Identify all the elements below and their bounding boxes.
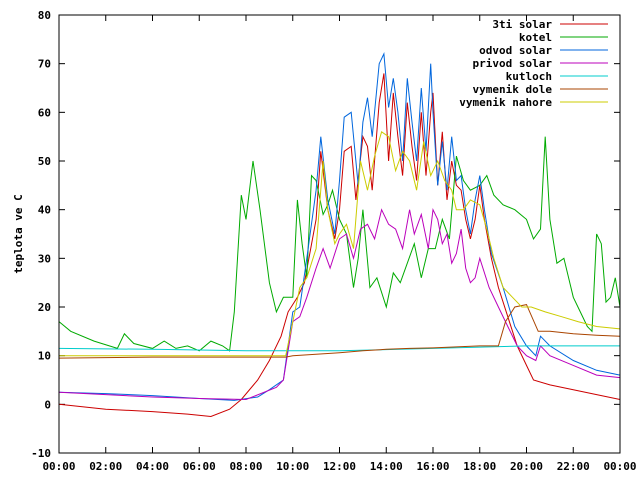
y-tick-label: 80 <box>38 9 51 22</box>
legend-label: privod solar <box>473 57 553 70</box>
x-tick-label: 18:00 <box>463 460 496 473</box>
y-tick-label: -10 <box>31 447 51 460</box>
x-tick-label: 16:00 <box>416 460 449 473</box>
x-tick-label: 00:00 <box>603 460 636 473</box>
series-line-kutloch <box>58 345 620 352</box>
x-tick-label: 02:00 <box>89 460 122 473</box>
series-line-3ti-solar <box>58 73 621 418</box>
series-line-privod-solar <box>58 207 621 401</box>
x-tick-label: 10:00 <box>276 460 309 473</box>
y-tick-label: 10 <box>38 350 51 363</box>
x-tick-label: 14:00 <box>370 460 403 473</box>
y-tick-label: 20 <box>38 301 51 314</box>
y-tick-label: 40 <box>38 204 51 217</box>
y-tick-label: 0 <box>44 398 51 411</box>
x-tick-label: 22:00 <box>557 460 590 473</box>
y-tick-label: 50 <box>38 155 51 168</box>
series-line-kotel <box>58 136 621 352</box>
legend-label: vymenik dole <box>473 83 553 96</box>
series-line-vymenik-nahore <box>59 130 621 357</box>
series-line-odvod-solar <box>58 52 621 401</box>
series-line-vymenik-dole <box>58 304 621 359</box>
plot-frame <box>58 14 621 454</box>
axes: -10 0 10 20 30 40 50 60 70 80 00:00 02:00 04:00 06:00… <box>31 9 636 473</box>
x-tick-label: 00:00 <box>42 460 75 473</box>
legend-label: odvod solar <box>479 44 552 57</box>
y-tick-label: 70 <box>38 58 51 71</box>
x-tick-label: 12:00 <box>323 460 356 473</box>
series-lines <box>58 52 621 418</box>
legend-label: vymenik nahore <box>459 96 552 109</box>
legend-label: kotel <box>519 31 552 44</box>
y-tick-label: 30 <box>38 252 51 265</box>
y-axis-label: teplota ve C <box>12 194 25 273</box>
legend-label: kutloch <box>506 70 552 83</box>
x-tick-label: 04:00 <box>136 460 169 473</box>
x-tick-label: 08:00 <box>229 460 262 473</box>
y-tick-label: 60 <box>38 106 51 119</box>
x-tick-label: 20:00 <box>510 460 543 473</box>
legend-label: 3ti solar <box>492 18 552 31</box>
x-tick-label: 06:00 <box>183 460 216 473</box>
